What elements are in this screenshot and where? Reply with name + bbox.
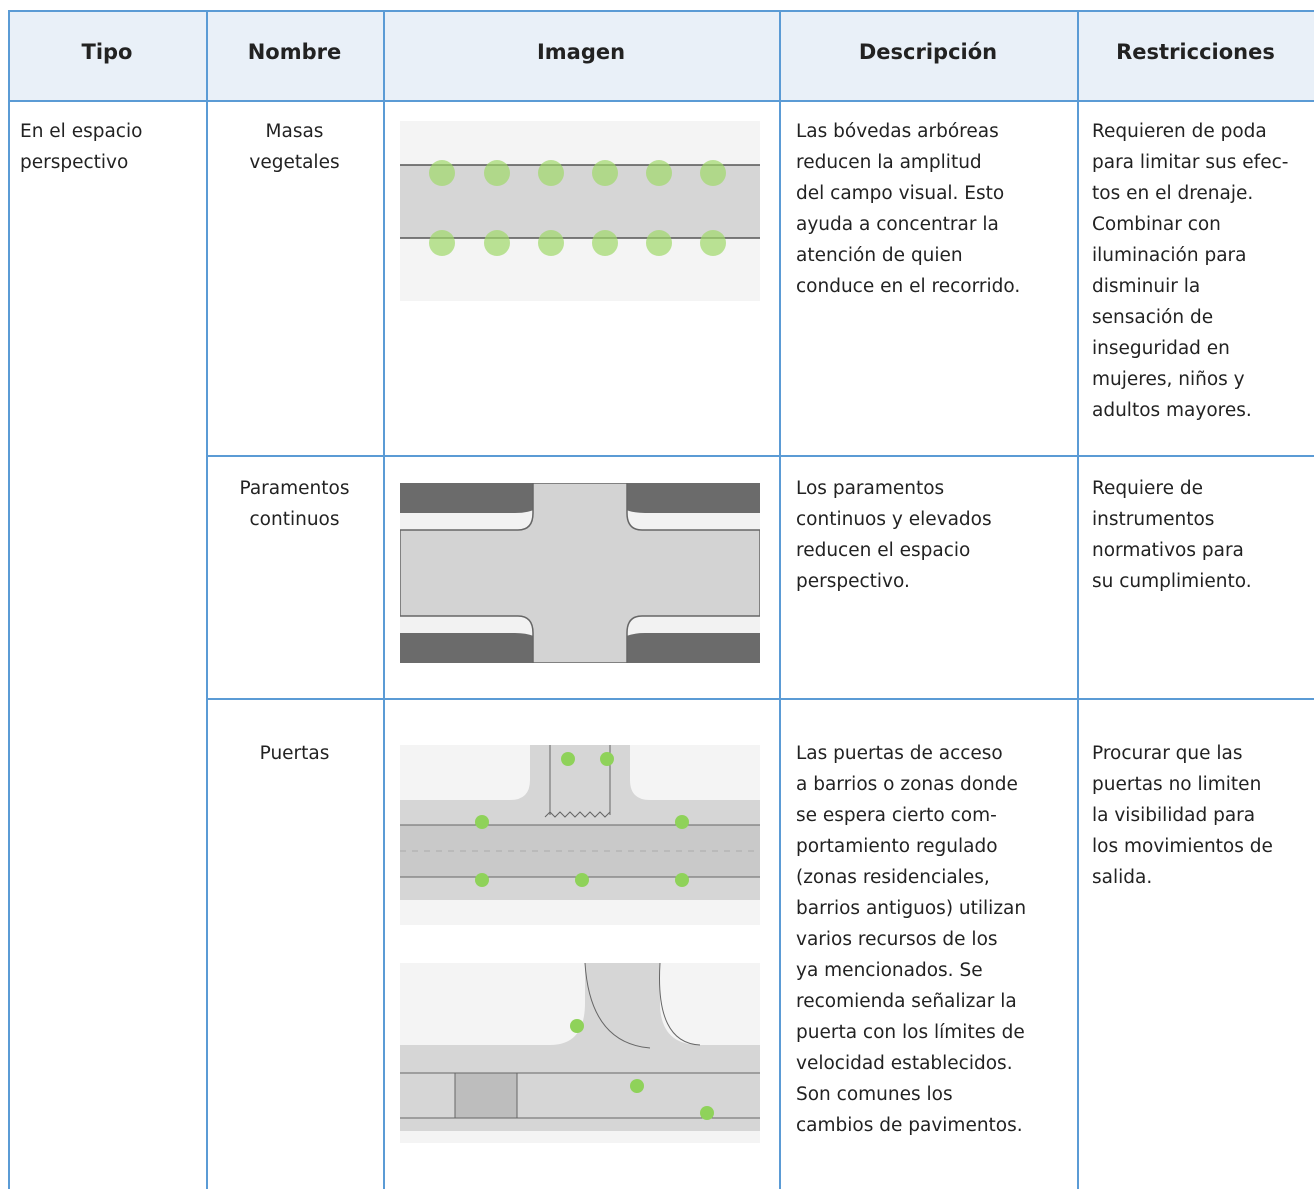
descripcion-line: atención de quien bbox=[796, 245, 963, 266]
header-cell: Nombre bbox=[247, 40, 342, 64]
nombre-line: continuos bbox=[249, 509, 340, 530]
descripcion-line: puerta con los límites de bbox=[796, 1022, 1025, 1043]
descripcion-line: recomienda señalizar la bbox=[796, 991, 1017, 1012]
header-bg bbox=[8, 11, 1314, 100]
descripcion-line: reducen el espacio bbox=[796, 540, 971, 561]
descripcion-line: reducen la amplitud bbox=[796, 152, 982, 173]
tipo-line: perspectivo bbox=[20, 152, 129, 173]
image-vegetation bbox=[400, 121, 760, 301]
image-walls bbox=[400, 483, 760, 663]
border-vertical bbox=[383, 10, 385, 1189]
restricciones-line: los movimientos de bbox=[1092, 836, 1273, 857]
restricciones-line: mujeres, niños y bbox=[1092, 369, 1245, 390]
descripcion-line: barrios antiguos) utilizan bbox=[796, 898, 1027, 919]
restricciones-line: adultos mayores. bbox=[1092, 400, 1252, 421]
descripcion-line: cambios de pavimentos. bbox=[796, 1115, 1023, 1136]
descripcion-line: continuos y elevados bbox=[796, 509, 992, 530]
restricciones-line: la visibilidad para bbox=[1092, 805, 1256, 826]
restricciones-line: su cumplimiento. bbox=[1092, 571, 1252, 592]
border-header bbox=[8, 100, 1314, 102]
descripcion-line: del campo visual. Esto bbox=[796, 183, 1005, 204]
descripcion-line: ayuda a concentrar la bbox=[796, 214, 999, 235]
descripcion-line: ya mencionados. Se bbox=[796, 960, 983, 981]
descripcion-line: a barrios o zonas donde bbox=[796, 774, 1018, 795]
header-cell: Descripción bbox=[858, 40, 998, 64]
border-row bbox=[206, 698, 1314, 700]
border-vertical bbox=[8, 10, 10, 1189]
descripcion-line: se espera cierto com- bbox=[796, 805, 997, 826]
nombre-line: Masas bbox=[265, 121, 324, 142]
restricciones-line: disminuir la bbox=[1092, 276, 1201, 297]
descripcion-line: Las bóvedas arbóreas bbox=[796, 121, 999, 142]
restricciones-line: sensación de bbox=[1092, 307, 1214, 328]
border-vertical bbox=[206, 10, 208, 1189]
header-cell: Tipo bbox=[81, 40, 133, 64]
descripcion-line: (zonas residenciales, bbox=[796, 867, 990, 888]
nombre-line: Paramentos bbox=[239, 478, 350, 499]
descripcion-line: varios recursos de los bbox=[796, 929, 998, 950]
restricciones-line: para limitar sus efec- bbox=[1092, 152, 1289, 173]
restricciones-line: iluminación para bbox=[1092, 245, 1247, 266]
restricciones-line: Requiere de bbox=[1092, 478, 1203, 499]
descripcion-line: portamiento regulado bbox=[796, 836, 998, 857]
restricciones-line: puertas no limiten bbox=[1092, 774, 1262, 795]
nombre-line: vegetales bbox=[249, 152, 340, 173]
restricciones-line: salida. bbox=[1092, 867, 1153, 888]
nombre-line: Puertas bbox=[259, 743, 330, 764]
descripcion-line: velocidad establecidos. bbox=[796, 1053, 1013, 1074]
descripcion-line: Los paramentos bbox=[796, 478, 945, 499]
restricciones-line: instrumentos bbox=[1092, 509, 1215, 530]
border-top bbox=[8, 10, 1314, 12]
restricciones-line: tos en el drenaje. bbox=[1092, 183, 1254, 204]
descripcion-line: Las puertas de acceso bbox=[796, 743, 1003, 764]
border-vertical bbox=[1077, 10, 1079, 1189]
border-row bbox=[206, 455, 1314, 457]
descripcion-line: Son comunes los bbox=[796, 1084, 953, 1105]
restricciones-line: Requieren de poda bbox=[1092, 121, 1267, 142]
border-vertical bbox=[779, 10, 781, 1189]
header-cell: Imagen bbox=[536, 40, 626, 64]
tipo-line: En el espacio bbox=[20, 121, 143, 142]
header-cell: Restricciones bbox=[1116, 40, 1275, 64]
restricciones-line: inseguridad en bbox=[1092, 338, 1230, 359]
image-gate-1 bbox=[400, 745, 760, 925]
descripcion-line: perspectivo. bbox=[796, 571, 910, 592]
restricciones-line: Procurar que las bbox=[1092, 743, 1243, 764]
descripcion-line: conduce en el recorrido. bbox=[796, 276, 1021, 297]
restricciones-line: normativos para bbox=[1092, 540, 1244, 561]
image-gate-2 bbox=[400, 963, 760, 1143]
restricciones-line: Combinar con bbox=[1092, 214, 1221, 235]
